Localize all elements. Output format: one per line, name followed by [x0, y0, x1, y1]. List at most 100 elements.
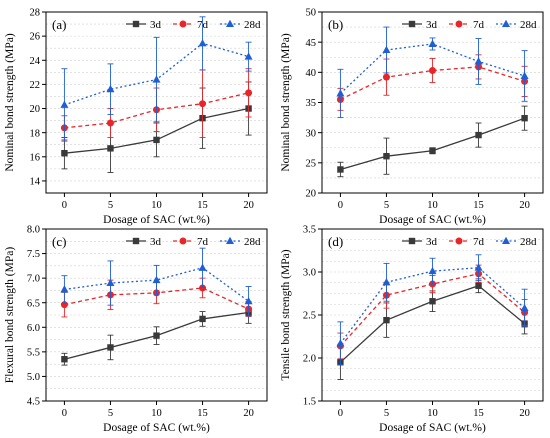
data-point [61, 149, 68, 157]
data-point [475, 282, 482, 289]
data-point [429, 67, 436, 75]
y-tick-label: 50 [306, 8, 317, 19]
data-point [429, 147, 436, 154]
legend-marker [408, 237, 416, 245]
legend-label: 28d [244, 19, 261, 31]
legend-marker [408, 20, 416, 28]
legend-marker [502, 236, 510, 244]
data-point [474, 57, 483, 65]
y-tick-label: 20 [30, 104, 41, 115]
panel-label: (b) [328, 17, 343, 32]
data-point [382, 73, 390, 81]
y-tick-label: 25 [306, 158, 317, 169]
data-point [474, 263, 483, 271]
x-axis-title: Dosage of SAC (wt.%) [103, 214, 210, 226]
y-tick-label: 7.0 [27, 274, 40, 285]
x-tick-label: 15 [473, 200, 484, 211]
y-tick-label: 8.0 [27, 225, 40, 236]
x-tick-label: 0 [338, 408, 343, 419]
y-tick-label: 6.0 [27, 323, 40, 334]
x-tick-label: 15 [197, 200, 208, 211]
y-tick-label: 18 [30, 128, 41, 139]
legend-label: 7d [197, 19, 209, 31]
y-tick-label: 4.5 [27, 397, 40, 408]
x-tick-label: 0 [62, 408, 67, 419]
x-tick-label: 5 [384, 200, 389, 211]
y-tick-label: 16 [30, 152, 41, 163]
data-point [152, 75, 161, 83]
legend-label: 28d [520, 19, 537, 31]
legend-label: 3d [426, 236, 438, 248]
y-tick-label: 45 [306, 38, 317, 49]
data-point [244, 296, 253, 305]
legend-marker [179, 237, 187, 245]
legend-marker [179, 20, 187, 28]
data-point [153, 136, 160, 144]
legend-label: 28d [520, 236, 537, 248]
legend-label: 3d [426, 19, 438, 31]
y-tick-label: 7.5 [27, 249, 40, 260]
y-tick-label: 22 [30, 80, 41, 91]
y-tick-label: 24 [30, 56, 41, 67]
y-tick-label: 3.0 [303, 268, 316, 279]
data-point [428, 39, 437, 47]
x-tick-label: 0 [338, 200, 343, 211]
data-point [336, 89, 345, 97]
series-3d [337, 278, 528, 380]
series-7d [336, 54, 529, 111]
legend-marker [502, 19, 510, 27]
legend-label: 28d [244, 236, 261, 248]
data-point [383, 316, 390, 324]
x-tick-label: 5 [108, 200, 113, 211]
x-tick-label: 5 [108, 408, 113, 419]
data-point [106, 119, 114, 127]
data-point [245, 89, 253, 97]
data-point [520, 71, 529, 79]
data-point [520, 303, 529, 312]
panel-label: (d) [328, 234, 343, 249]
y-tick-label: 5.0 [27, 372, 40, 383]
data-point [383, 152, 390, 160]
legend-marker [132, 20, 140, 28]
series-28d [60, 16, 253, 142]
y-tick-label: 3.5 [303, 225, 316, 236]
y-tick-label: 35 [306, 98, 317, 109]
chart-panel-1: 14 16 18 20 22 24 26 28 0 5 10 15 20 Dosage of SAC (w… [4, 8, 268, 226]
data-point [198, 39, 207, 47]
x-tick-label: 20 [243, 408, 254, 419]
x-axis-title: Dosage of SAC (wt.%) [379, 422, 486, 434]
legend-marker [226, 236, 234, 244]
x-tick-label: 0 [62, 200, 67, 211]
data-point [153, 332, 160, 339]
y-tick-label: 5.5 [27, 347, 40, 358]
legend-marker [226, 19, 234, 27]
y-tick-label: 2.0 [303, 354, 316, 365]
legend-marker [132, 237, 140, 245]
data-point [152, 275, 161, 284]
x-axis-title: Dosage of SAC (wt.%) [379, 214, 486, 226]
panel-label: (c) [52, 234, 66, 249]
y-tick-label: 1.5 [303, 397, 316, 408]
y-tick-label: 40 [306, 68, 317, 79]
data-point [429, 298, 436, 305]
data-point [61, 356, 68, 363]
y-axis-title: Tensile bond strength (MPa) [280, 249, 292, 380]
panel-label: (a) [52, 17, 66, 32]
data-point [475, 131, 482, 139]
y-tick-label: 6.5 [27, 298, 40, 309]
legend: 3d 7d 28d [402, 236, 537, 248]
legend: 3d 7d 28d [126, 19, 261, 31]
series-line [64, 267, 249, 302]
x-tick-label: 15 [197, 408, 208, 419]
series-28d [60, 247, 253, 317]
legend: 3d 7d 28d [402, 19, 537, 31]
x-tick-label: 10 [427, 408, 438, 419]
series-28d [336, 254, 529, 366]
y-tick-label: 30 [306, 128, 317, 139]
series-3d [337, 105, 528, 178]
series-line [340, 117, 525, 171]
y-tick-label: 28 [30, 8, 41, 19]
data-point [199, 315, 206, 323]
data-point [336, 339, 345, 347]
